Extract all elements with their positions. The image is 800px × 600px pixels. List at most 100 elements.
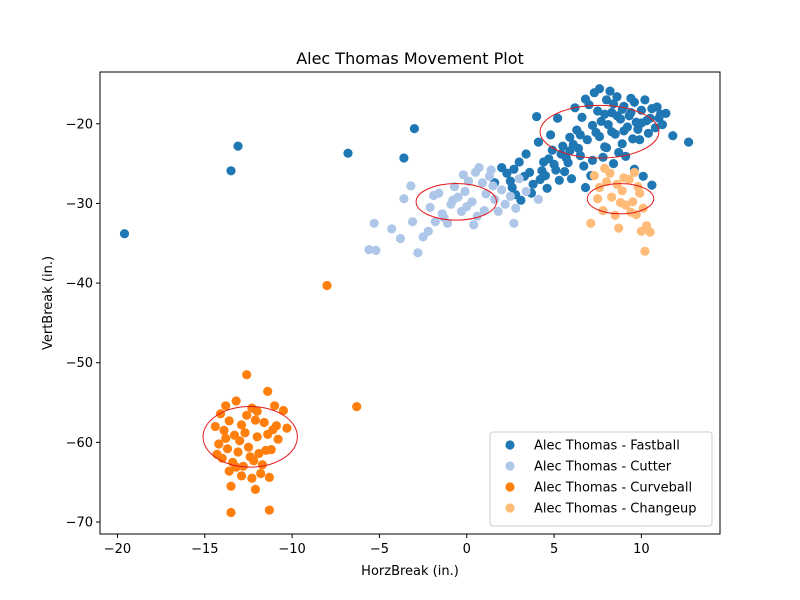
data-point (242, 370, 251, 379)
data-point (506, 192, 515, 201)
series-2 (211, 281, 362, 517)
data-point (516, 196, 525, 205)
data-point (628, 197, 637, 206)
data-point (560, 167, 569, 176)
data-point (600, 164, 609, 173)
data-point (602, 143, 611, 152)
data-point (668, 131, 677, 140)
data-point (611, 211, 620, 220)
data-point (522, 187, 531, 196)
data-point (247, 474, 256, 483)
legend-label: Alec Thomas - Fastball (534, 439, 680, 454)
data-point (586, 219, 595, 228)
data-point (534, 195, 543, 204)
data-point (237, 420, 246, 429)
legend-label: Alec Thomas - Curveball (534, 481, 692, 496)
data-point (233, 142, 242, 151)
data-point (268, 425, 277, 434)
data-point (265, 506, 274, 515)
data-point (536, 175, 545, 184)
data-point (577, 113, 586, 122)
data-point (581, 95, 590, 104)
data-point (253, 432, 262, 441)
data-point (211, 422, 220, 431)
data-point (684, 138, 693, 147)
series-0 (120, 84, 693, 238)
data-point (509, 165, 518, 174)
y-tick-label: −30 (66, 197, 93, 212)
data-point (598, 153, 607, 162)
data-point (616, 198, 625, 207)
data-point (221, 401, 230, 410)
data-point (565, 133, 574, 142)
data-point (270, 401, 279, 410)
data-point (618, 139, 627, 148)
data-point (223, 444, 232, 453)
data-point (242, 411, 251, 420)
data-point (212, 450, 221, 459)
data-point (656, 110, 665, 119)
data-point (120, 229, 129, 238)
data-point (548, 146, 557, 155)
data-point (237, 471, 246, 480)
data-point (406, 181, 415, 190)
data-point (265, 473, 274, 482)
data-point (567, 174, 576, 183)
data-point (522, 149, 531, 158)
x-tick-label: 0 (463, 542, 471, 557)
data-point (501, 200, 510, 209)
data-point (251, 485, 260, 494)
x-tick-label: 5 (550, 542, 558, 557)
data-point (232, 396, 241, 405)
data-point (532, 112, 541, 121)
data-point (219, 426, 228, 435)
data-point (282, 424, 291, 433)
data-point (387, 224, 396, 233)
data-point (640, 95, 649, 104)
data-point (322, 281, 331, 290)
data-point (590, 171, 599, 180)
data-point (581, 183, 590, 192)
data-point (551, 165, 560, 174)
data-point (260, 418, 269, 427)
data-point (232, 463, 241, 472)
data-point (226, 166, 235, 175)
x-tick-label: −5 (370, 542, 389, 557)
y-axis: −70−60−50−40−30−20 (66, 117, 100, 530)
data-point (619, 126, 628, 135)
data-point (226, 482, 235, 491)
data-point (607, 193, 616, 202)
y-axis-title: VertBreak (in.) (41, 256, 56, 350)
data-point (408, 217, 417, 226)
data-point (525, 168, 534, 177)
data-point (539, 157, 548, 166)
data-point (647, 181, 656, 190)
data-point (511, 204, 520, 213)
data-point (574, 144, 583, 153)
data-point (413, 248, 422, 257)
data-point (639, 172, 648, 181)
data-point (261, 446, 270, 455)
data-point (588, 121, 597, 130)
data-point (646, 228, 655, 237)
data-point (609, 159, 618, 168)
data-point (478, 178, 487, 187)
data-point (614, 224, 623, 233)
data-point (469, 220, 478, 229)
data-point (658, 120, 667, 129)
data-point (226, 508, 235, 517)
data-point (352, 402, 361, 411)
data-point (619, 173, 628, 182)
data-point (607, 127, 616, 136)
legend-marker (505, 440, 514, 449)
data-point (240, 428, 249, 437)
y-tick-label: −20 (66, 117, 93, 132)
x-axis-title: HorzBreak (in.) (361, 564, 459, 579)
y-tick-label: −40 (66, 277, 93, 292)
data-point (448, 196, 457, 205)
data-point (426, 203, 435, 212)
data-point (555, 176, 564, 185)
data-point (440, 213, 449, 222)
data-point (579, 161, 588, 170)
y-tick-label: −60 (66, 436, 93, 451)
